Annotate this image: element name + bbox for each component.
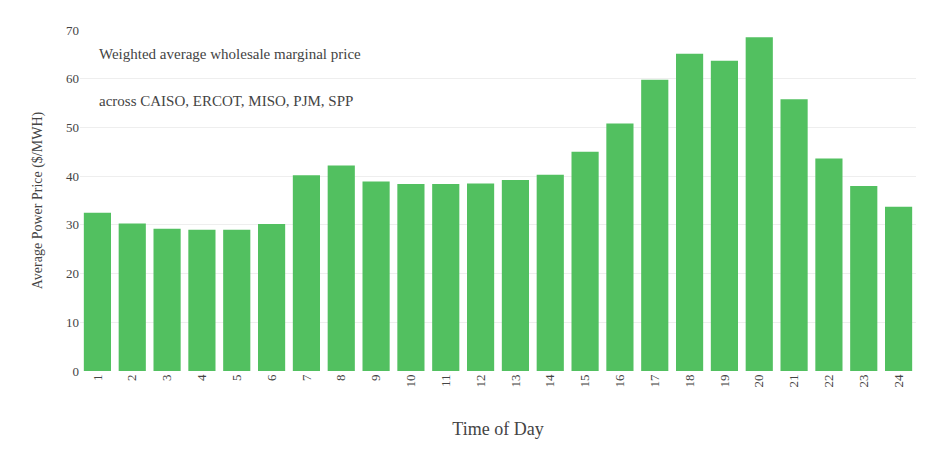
- svg-text:14: 14: [542, 374, 557, 388]
- svg-text:20: 20: [66, 266, 79, 281]
- svg-text:30: 30: [66, 217, 79, 232]
- svg-text:1: 1: [90, 375, 105, 382]
- svg-text:Average Power Price ($/MWH): Average Power Price ($/MWH): [30, 111, 46, 289]
- svg-text:Weighted average wholesale mar: Weighted average wholesale marginal pric…: [99, 46, 361, 62]
- svg-text:6: 6: [264, 374, 279, 381]
- svg-text:60: 60: [66, 71, 79, 86]
- svg-text:3: 3: [159, 375, 174, 382]
- svg-text:40: 40: [66, 169, 79, 184]
- svg-text:2: 2: [124, 375, 139, 382]
- svg-text:8: 8: [333, 375, 348, 382]
- svg-text:19: 19: [717, 375, 732, 388]
- svg-text:7: 7: [299, 374, 314, 381]
- svg-text:Time of Day: Time of Day: [452, 419, 543, 439]
- svg-text:11: 11: [438, 375, 453, 388]
- svg-text:0: 0: [73, 364, 80, 379]
- svg-text:13: 13: [508, 375, 523, 388]
- svg-text:50: 50: [66, 120, 79, 135]
- svg-text:23: 23: [856, 375, 871, 388]
- svg-text:20: 20: [751, 375, 766, 388]
- svg-text:24: 24: [891, 374, 906, 388]
- svg-text:21: 21: [786, 375, 801, 388]
- svg-text:15: 15: [577, 375, 592, 388]
- svg-text:9: 9: [368, 375, 383, 382]
- svg-text:22: 22: [821, 375, 836, 388]
- svg-text:4: 4: [194, 374, 209, 381]
- svg-text:17: 17: [647, 374, 662, 388]
- svg-text:12: 12: [473, 375, 488, 388]
- svg-text:16: 16: [612, 374, 627, 388]
- svg-text:10: 10: [66, 315, 79, 330]
- svg-text:across CAISO, ERCOT, MISO, PJM: across CAISO, ERCOT, MISO, PJM, SPP: [99, 93, 353, 109]
- svg-text:10: 10: [403, 375, 418, 388]
- svg-text:5: 5: [229, 375, 244, 382]
- svg-text:70: 70: [66, 23, 79, 38]
- svg-text:18: 18: [682, 375, 697, 388]
